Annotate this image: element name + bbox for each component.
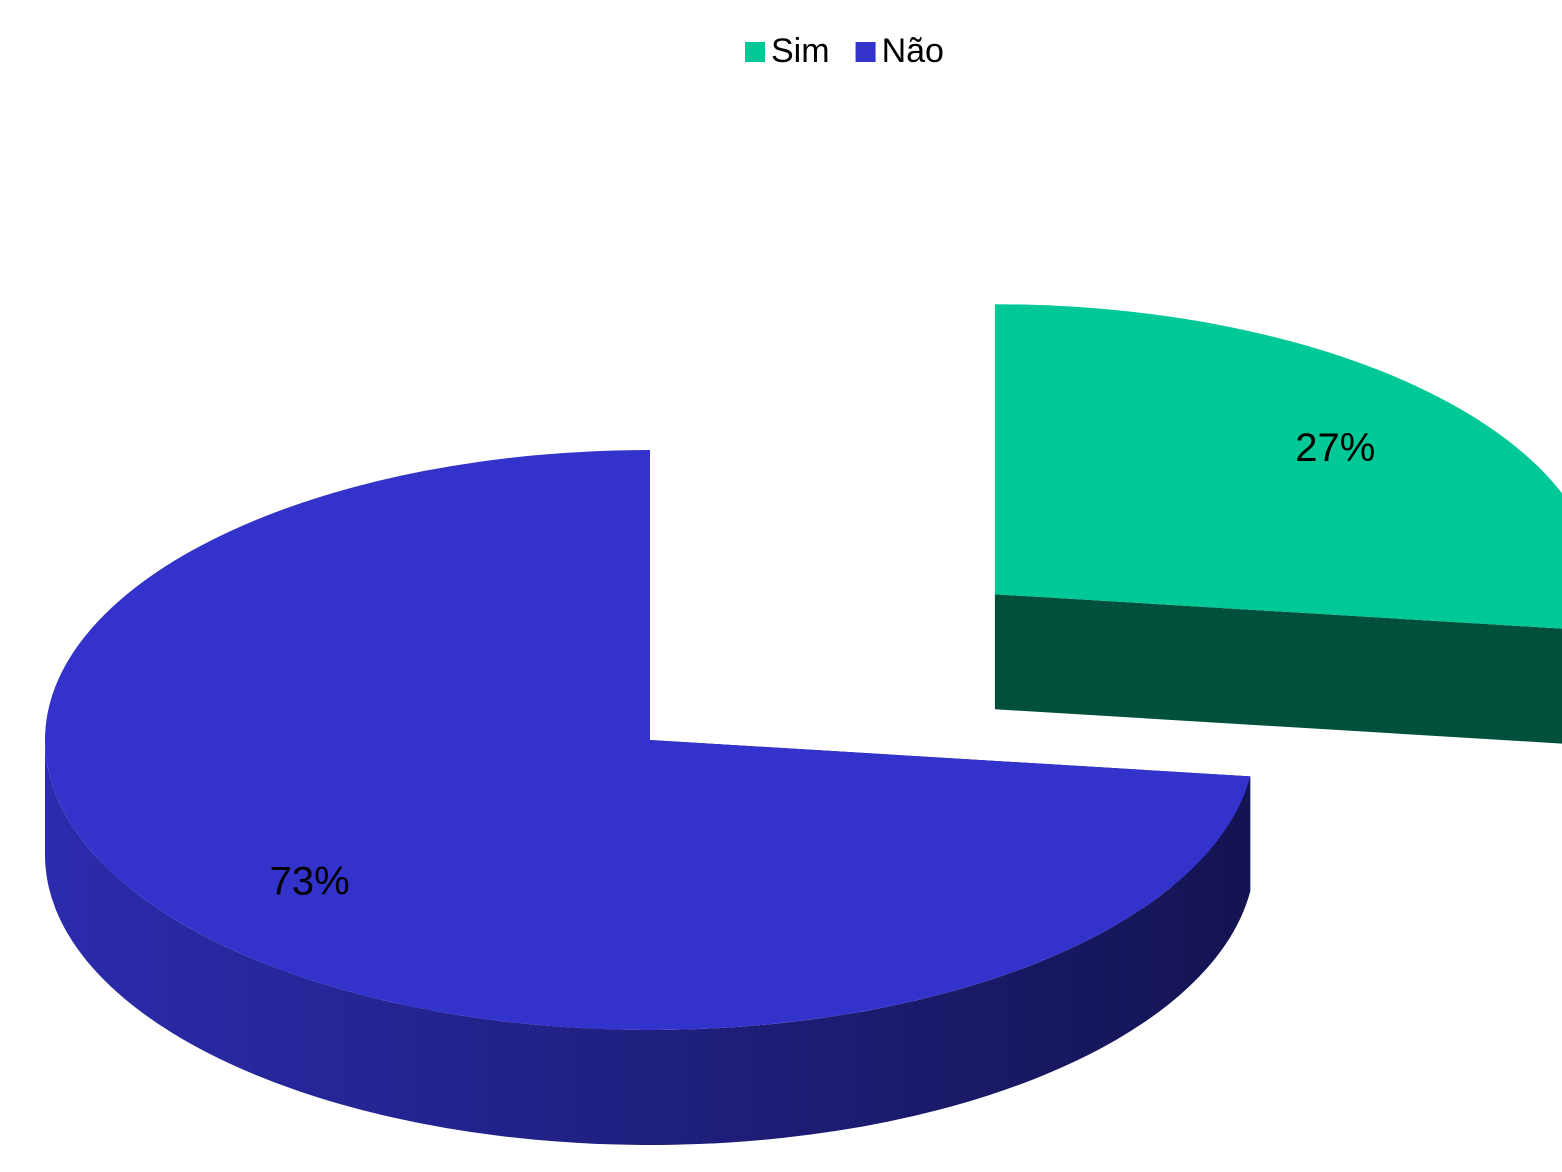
slice-top <box>45 450 1251 1030</box>
legend-swatch <box>855 42 876 62</box>
slice-top <box>994 304 1562 629</box>
legend-swatch <box>745 42 765 62</box>
legend-label: Não <box>882 32 944 70</box>
pie-slice <box>994 304 1562 744</box>
slice-wall <box>45 740 1251 1146</box>
data-label: 27% <box>1295 426 1375 470</box>
pie-slice <box>45 450 1251 1146</box>
slice-side <box>994 594 1562 744</box>
data-label: 73% <box>270 859 350 903</box>
legend-label: Sim <box>771 32 830 70</box>
